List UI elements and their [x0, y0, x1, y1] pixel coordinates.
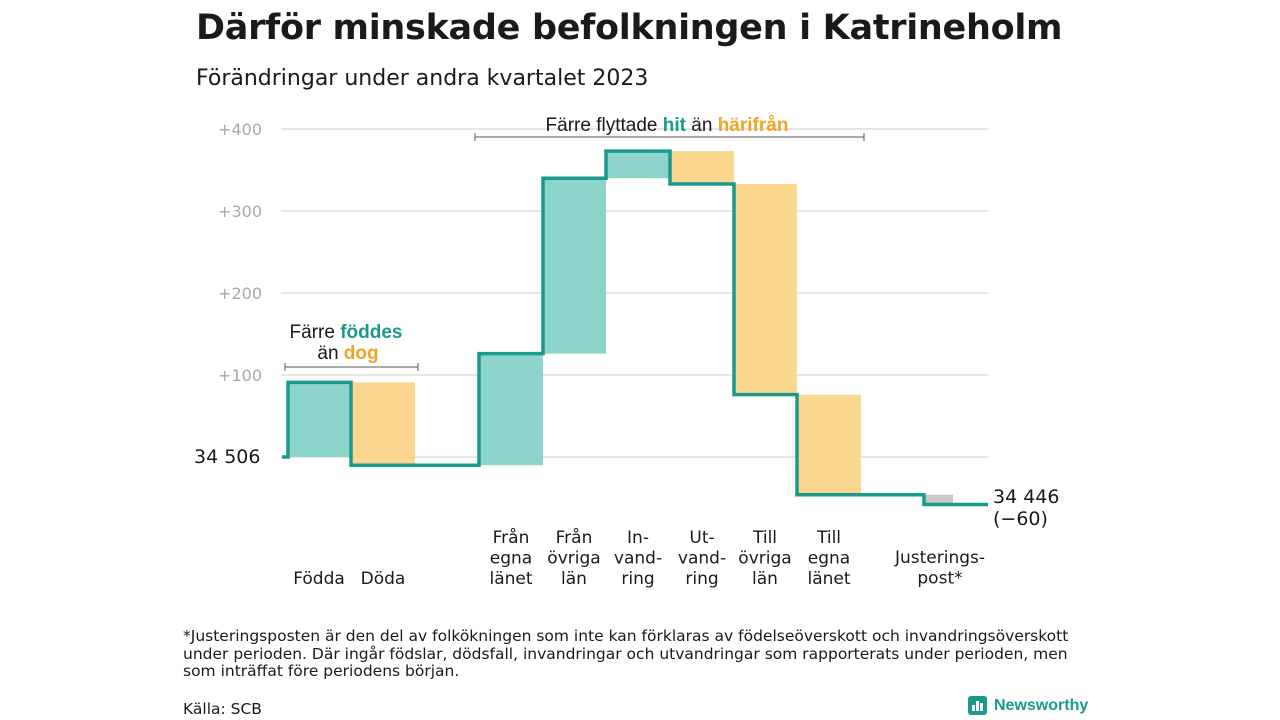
bar-1 [288, 382, 351, 457]
bars [288, 151, 953, 505]
category-label: post* [917, 569, 962, 589]
category-label: ring [685, 569, 718, 589]
chart-title: Därför minskade befolkningen i Katrineho… [196, 8, 1063, 48]
category-label: Justerings- [894, 548, 985, 568]
category-label: Till [816, 528, 841, 548]
y-tick-label: +300 [218, 202, 262, 221]
newsworthy-logo: Newsworthy [968, 696, 1088, 715]
category-label: Till [752, 528, 777, 548]
running-total-line [282, 149, 988, 507]
category-label: länet [489, 569, 532, 589]
category-label: vand- [614, 549, 662, 569]
category-label: Ut- [689, 528, 714, 548]
labels: 34 506 34 446 (−60) Födda DödaFrånegnalän… [194, 446, 1059, 589]
category-label: In- [627, 528, 649, 548]
y-tick-label: +100 [218, 366, 262, 385]
y-tick-label: +400 [218, 120, 262, 139]
bar-5 [606, 151, 670, 179]
footnote: *Justeringsposten är den del av folkökni… [183, 627, 1069, 680]
running-total-path [282, 149, 988, 507]
category-label: län [561, 569, 587, 589]
bar-4 [543, 178, 606, 354]
bar-3 [479, 353, 543, 466]
category-label: län [752, 569, 778, 589]
category-label: vand- [678, 549, 726, 569]
category-label: egna [808, 549, 850, 569]
category-label: Döda [361, 569, 406, 589]
end-value-label: 34 446 [993, 486, 1059, 508]
gridlines: +100 +200 +300 +400 [218, 120, 988, 458]
annotations: Färre föddes än dog Färre flyttade hit ä… [284, 115, 865, 371]
category-label: egna [490, 549, 532, 569]
category-label: länet [807, 569, 850, 589]
bar-chart-icon [968, 696, 987, 715]
start-value-label: 34 506 [194, 446, 260, 468]
bar-7 [734, 183, 797, 395]
bar-6 [670, 151, 734, 184]
annotation-migration: Färre flyttade hit än härifrån [546, 115, 789, 136]
category-label: Från [556, 527, 593, 548]
category-label: Födda [293, 569, 345, 589]
bar-2 [351, 382, 415, 466]
annotation-births-line1: Färre föddes [290, 322, 403, 343]
bar-9 [924, 494, 953, 505]
category-label: Från [493, 527, 530, 548]
chart-subtitle: Förändringar under andra kvartalet 2023 [196, 66, 649, 91]
category-label: ring [621, 569, 654, 589]
source-label: Källa: SCB [183, 700, 262, 718]
end-change-label: (−60) [993, 508, 1048, 530]
category-label: övriga [547, 549, 600, 569]
bar-8 [797, 394, 861, 495]
waterfall-chart: +100 +200 +300 +400 34 506 34 446 (−60) Föd… [194, 115, 1059, 589]
logo-text: Newsworthy [994, 696, 1089, 714]
annotation-births-line2: än dog [317, 343, 378, 364]
y-tick-label: +200 [218, 284, 262, 303]
category-label: övriga [738, 549, 791, 569]
